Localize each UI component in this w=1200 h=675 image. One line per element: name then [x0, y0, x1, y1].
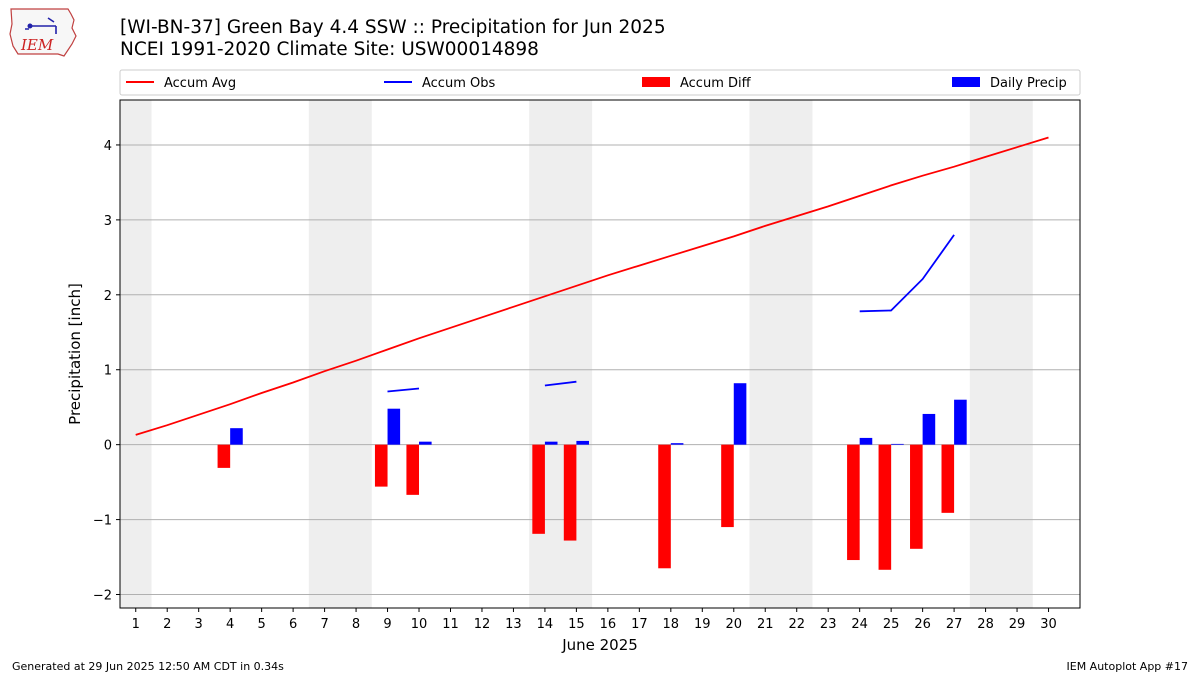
chart-subtitle: NCEI 1991-2020 Climate Site: USW00014898 — [120, 39, 539, 60]
app-credit: IEM Autoplot App #17 — [1066, 660, 1189, 673]
accum-avg-line — [135, 136, 1049, 436]
daily-precip-bar-14 — [544, 441, 558, 445]
legend-swatch-2 — [642, 77, 670, 87]
weekend-band-1 — [308, 100, 372, 608]
x-tick-label-13: 14 — [537, 617, 554, 632]
legend-label-3: Daily Precip — [990, 76, 1067, 91]
plot-frame — [119, 99, 1081, 609]
weather-station-icon — [25, 17, 57, 34]
x-tick-label-19: 20 — [725, 617, 742, 632]
x-tick-label-2: 3 — [195, 617, 203, 632]
generated-timestamp: Generated at 29 Jun 2025 12:50 AM CDT in… — [12, 660, 284, 673]
y-tick-label-3: 1 — [104, 364, 112, 379]
daily-precip-bar-15 — [576, 440, 589, 445]
x-axis-label: June 2025 — [561, 636, 638, 654]
x-tick-label-29: 30 — [1040, 617, 1057, 632]
x-tick-label-11: 12 — [474, 617, 491, 632]
accum-diff-bar-4 — [217, 444, 231, 468]
legend-box — [119, 69, 1081, 96]
accum-obs-line-0 — [387, 387, 420, 393]
daily-precip-bar-9 — [387, 408, 401, 445]
x-tick-label-4: 5 — [257, 617, 265, 632]
daily-precip-bar-24 — [859, 437, 873, 445]
y-tick-label-1: −1 — [93, 514, 112, 529]
accum-diff-bar-14 — [532, 444, 545, 534]
daily-precip-bar-18 — [670, 443, 684, 445]
y-axis: −2 −1 0 1 2 3 4 — [93, 139, 120, 604]
daily-precip-bar-10 — [419, 441, 432, 445]
accum-diff-bar-9 — [374, 444, 388, 487]
x-tick-label-8: 9 — [383, 617, 391, 632]
weekend-band-0 — [120, 100, 152, 608]
y-tick-label-2: 0 — [104, 439, 112, 454]
x-tick-label-5: 6 — [289, 617, 297, 632]
x-tick-label-18: 19 — [694, 617, 711, 632]
weekend-band-3 — [749, 100, 813, 608]
legend-swatch-3 — [952, 77, 980, 87]
accum-obs-line-1 — [544, 380, 577, 387]
y-tick-label-6: 4 — [104, 139, 112, 154]
daily-precip-bar-27 — [954, 399, 967, 445]
x-tick-label-22: 23 — [820, 617, 837, 632]
x-tick-label-3: 4 — [226, 617, 234, 632]
x-tick-label-17: 18 — [663, 617, 680, 632]
legend: Accum Avg Accum Obs Accum Diff Daily Precip — [119, 69, 1081, 96]
x-tick-label-10: 11 — [442, 617, 459, 632]
accum-diff-bar-18 — [658, 444, 671, 569]
x-tick-label-0: 1 — [132, 617, 140, 632]
iem-logo: IEM — [9, 8, 77, 57]
x-tick-label-27: 28 — [977, 617, 994, 632]
x-axis: 1 2 3 4 5 6 7 8 9 10 11 12 13 14 15 16 17 18 19 20 21 22 23 24 2… — [132, 608, 1057, 632]
daily-precip-bar-4 — [230, 428, 243, 445]
iowa-outline — [9, 8, 77, 57]
x-tick-label-23: 24 — [851, 617, 868, 632]
x-tick-label-28: 29 — [1009, 617, 1026, 632]
x-tick-label-6: 7 — [320, 617, 328, 632]
x-tick-label-21: 22 — [788, 617, 805, 632]
x-tick-label-15: 16 — [600, 617, 617, 632]
x-tick-label-7: 8 — [352, 617, 360, 632]
y-tick-label-0: −2 — [93, 589, 112, 604]
x-tick-label-1: 2 — [163, 617, 171, 632]
y-axis-label: Precipitation [inch] — [66, 283, 84, 425]
x-tick-label-14: 15 — [568, 617, 585, 632]
weekend-band-4 — [969, 100, 1033, 608]
x-tick-label-20: 21 — [757, 617, 774, 632]
bar-marks — [217, 383, 967, 570]
accum-diff-bar-27 — [941, 444, 955, 513]
daily-precip-bar-26 — [922, 413, 936, 445]
y-tick-label-4: 2 — [104, 289, 112, 304]
accum-diff-bar-10 — [406, 444, 420, 495]
legend-label-2: Accum Diff — [680, 76, 752, 91]
accum-diff-bar-26 — [910, 444, 923, 549]
daily-precip-bar-25 — [891, 443, 904, 445]
x-tick-label-12: 13 — [505, 617, 522, 632]
x-tick-label-26: 27 — [946, 617, 963, 632]
x-tick-label-9: 10 — [411, 617, 428, 632]
line-marks — [135, 136, 1049, 436]
x-tick-label-16: 17 — [631, 617, 648, 632]
chart-title: [WI-BN-37] Green Bay 4.4 SSW :: Precipit… — [120, 17, 666, 38]
accum-obs-line-2 — [859, 234, 955, 313]
x-tick-label-24: 25 — [883, 617, 900, 632]
accum-diff-bar-15 — [563, 444, 577, 541]
station-dot-icon — [27, 23, 33, 29]
legend-label-0: Accum Avg — [164, 76, 236, 91]
accum-diff-bar-25 — [878, 444, 892, 570]
logo-text: IEM — [20, 36, 54, 54]
accum-diff-bar-20 — [721, 444, 734, 528]
accum-diff-bar-24 — [847, 444, 860, 561]
y-tick-label-5: 3 — [104, 214, 112, 229]
grid-lines — [120, 144, 1080, 596]
daily-precip-bar-20 — [733, 383, 747, 445]
legend-label-1: Accum Obs — [422, 76, 495, 91]
x-tick-label-25: 26 — [914, 617, 931, 632]
